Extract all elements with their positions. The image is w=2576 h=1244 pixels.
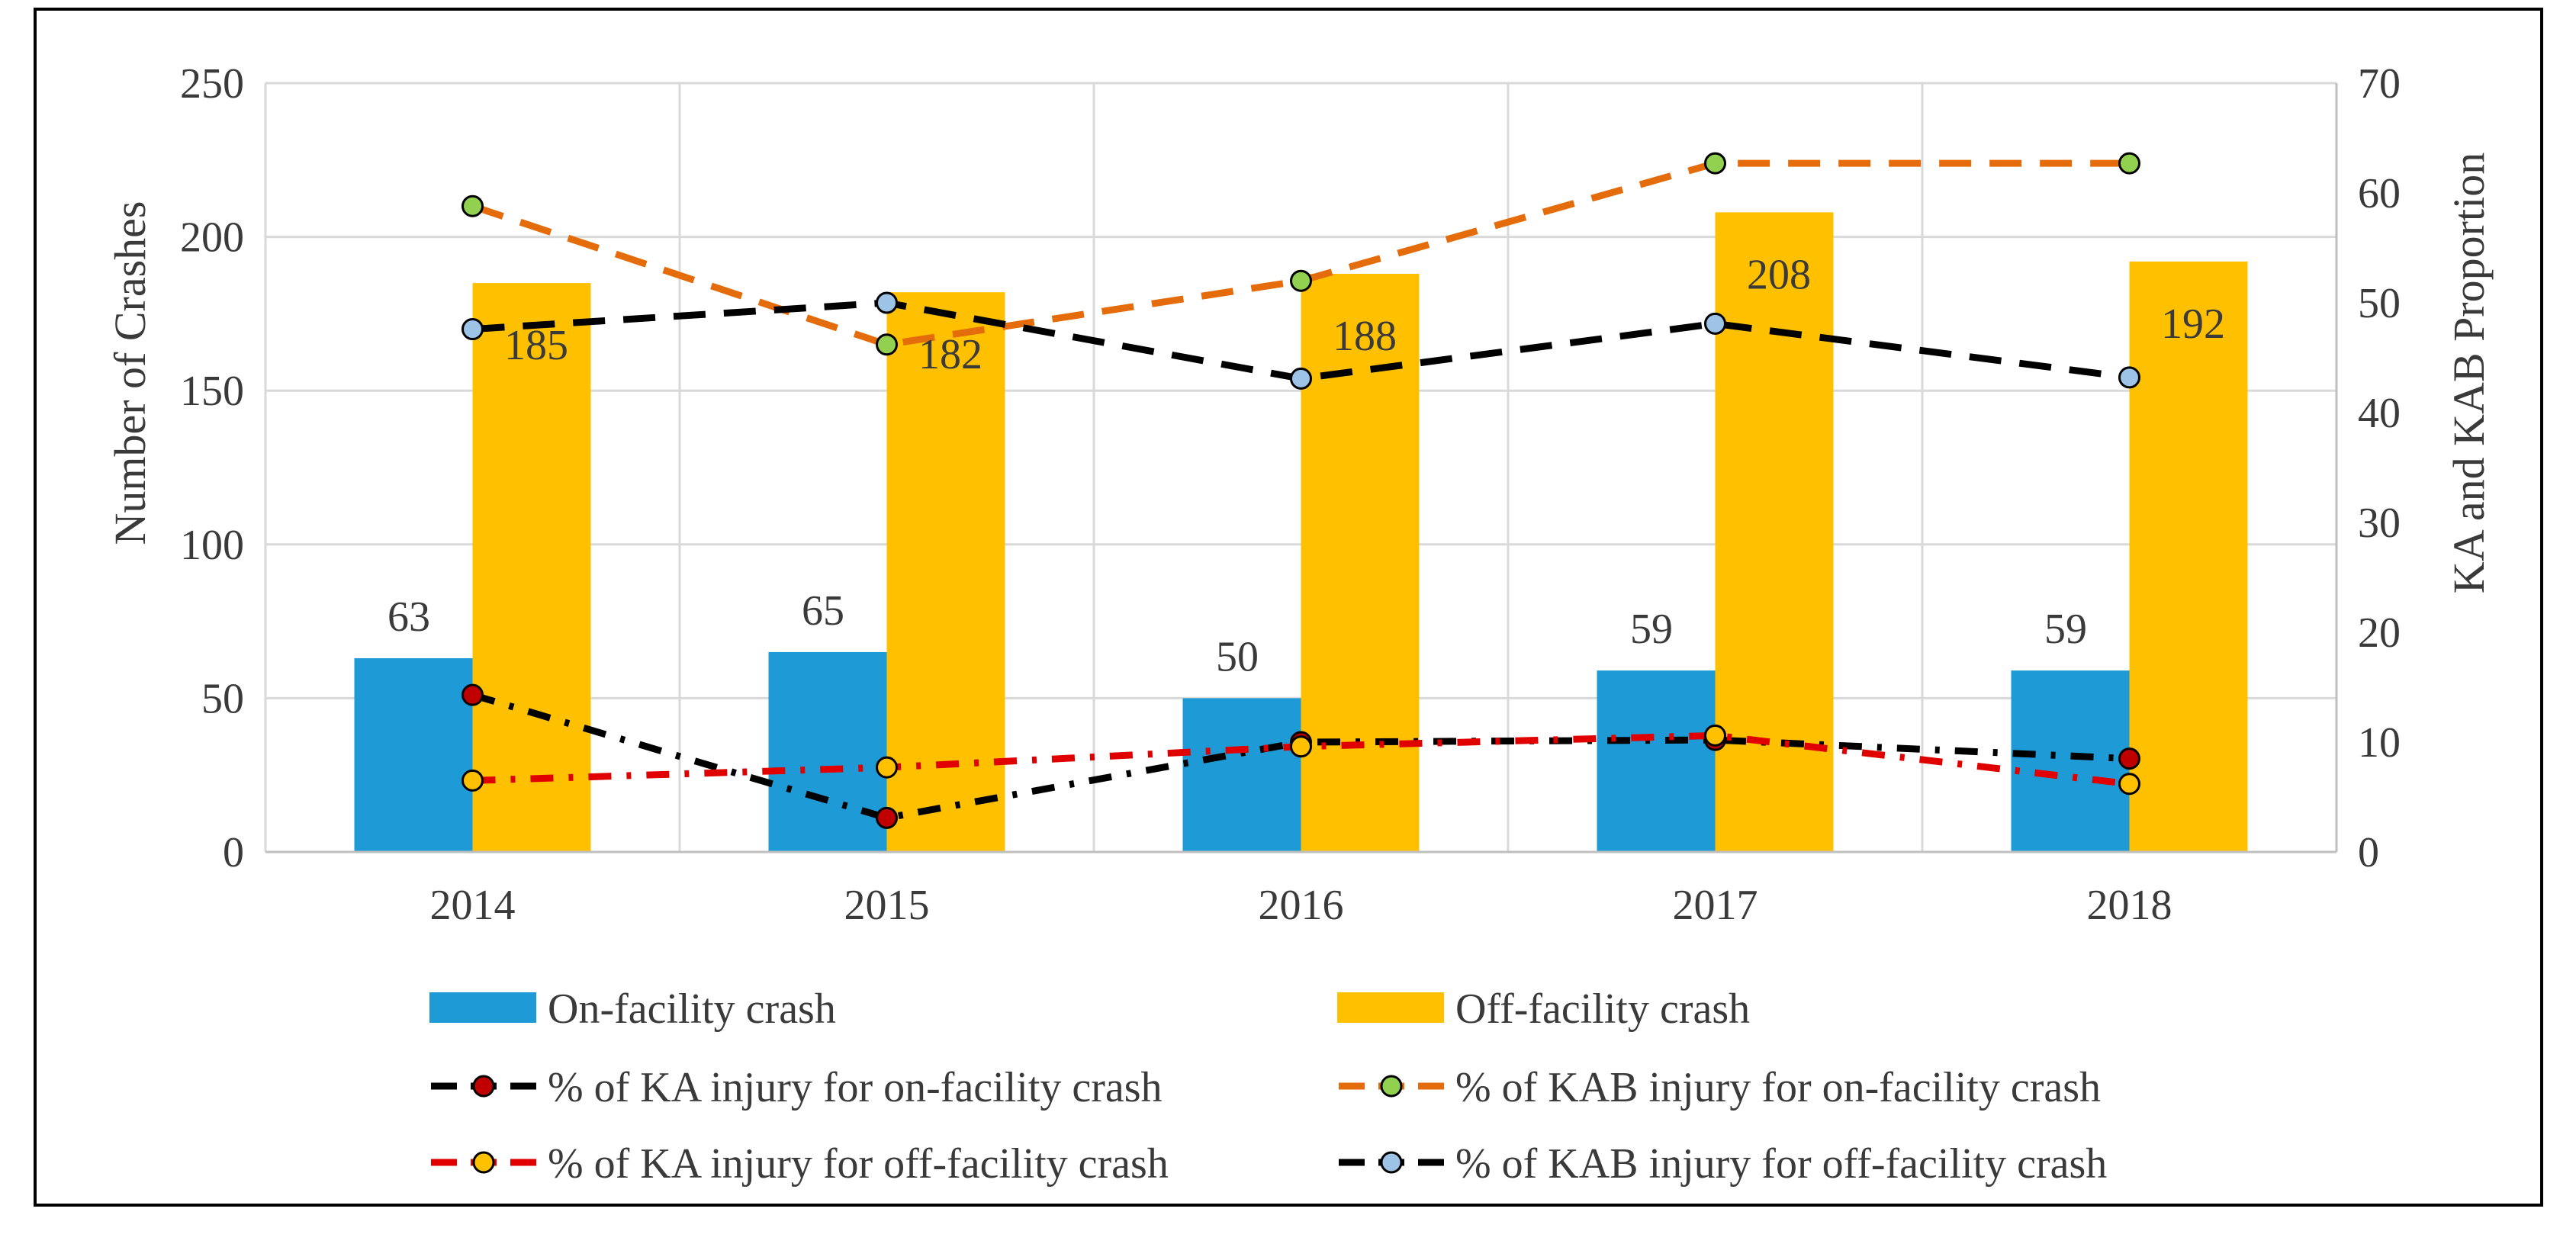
legend-swatch — [429, 992, 536, 1023]
series-marker-4 — [1290, 367, 1312, 390]
series-marker-3 — [1704, 724, 1726, 747]
bar-data-label: 59 — [2044, 606, 2087, 653]
y-right-tick-label: 0 — [2358, 829, 2379, 876]
legend-entry-5: % of KA injury for off-facility crash — [431, 1140, 1169, 1188]
legend-label: On-facility crash — [548, 985, 836, 1033]
legend-label: % of KAB injury for on-facility crash — [1455, 1064, 2101, 1111]
bar-data-label: 192 — [2161, 301, 2225, 348]
legend-entry-4: % of KAB injury for on-facility crash — [1339, 1064, 2101, 1111]
x-tick-label: 2018 — [2087, 882, 2172, 929]
legend-entry-2: Off-facility crash — [1337, 985, 1750, 1033]
y-right-tick-label: 50 — [2358, 280, 2401, 327]
bar-data-label: 50 — [1216, 633, 1259, 680]
series-marker-4 — [876, 291, 898, 314]
legend-label: Off-facility crash — [1455, 985, 1750, 1033]
legend-entry-3: % of KA injury for on-facility crash — [431, 1064, 1163, 1111]
x-tick-label: 2015 — [844, 882, 930, 929]
series-marker-4 — [2118, 366, 2140, 389]
bar-off-facility — [2129, 261, 2248, 853]
y-left-tick-label: 0 — [223, 829, 244, 876]
y-left-tick-label: 100 — [180, 522, 244, 569]
y-right-tick-label: 70 — [2358, 60, 2401, 108]
y-left-tick-label: 200 — [180, 214, 244, 262]
legend-label: % of KA injury for off-facility crash — [548, 1140, 1169, 1188]
y-right-tick-label: 40 — [2358, 390, 2401, 437]
bar-data-label: 185 — [504, 322, 568, 369]
series-marker-2 — [461, 194, 484, 217]
bar-off-facility — [886, 292, 1005, 852]
x-tick-label: 2016 — [1259, 882, 1344, 929]
bar-off-facility — [1301, 273, 1420, 852]
y-axis-right-title: KA and KAB Proportion — [2444, 153, 2494, 593]
x-tick-label: 2017 — [1673, 882, 1758, 929]
combo-chart: 0 50 100 150 200 250 0 10 20 30 40 50 60 70 2014 2015 20… — [105, 60, 2494, 1188]
y-left-tick-label: 50 — [201, 675, 244, 722]
y-right-tick-label: 60 — [2358, 170, 2401, 217]
chart-frame: 0 50 100 150 200 250 0 10 20 30 40 50 60 70 2014 2015 20… — [34, 8, 2543, 1207]
legend-label: % of KA injury for on-facility crash — [548, 1064, 1163, 1111]
series-marker-3 — [876, 756, 898, 779]
bar-data-label: 63 — [388, 593, 430, 641]
legend: On-facility crash Off-facility crash % of … — [429, 985, 2107, 1188]
legend-swatch-marker — [1380, 1075, 1403, 1098]
series-marker-1 — [876, 806, 898, 829]
y-right-tick-label: 30 — [2358, 500, 2401, 547]
series-marker-1 — [2118, 747, 2140, 770]
series-marker-3 — [461, 769, 484, 792]
bar-on-facility — [2011, 670, 2130, 852]
bar-on-facility — [1597, 670, 1716, 852]
legend-swatch-marker — [472, 1151, 495, 1174]
y-right-tick-label: 20 — [2358, 609, 2401, 657]
x-tick-label: 2014 — [430, 882, 516, 929]
data-labels: 63 65 50 59 59 185 182 188 208 192 — [388, 251, 2225, 680]
series-marker-3 — [1290, 735, 1312, 758]
y-axis-left-title: Number of Crashes — [105, 201, 155, 545]
series-line-2 — [471, 159, 2130, 349]
axes: 0 50 100 150 200 250 0 10 20 30 40 50 60 70 2014 2015 20… — [180, 60, 2401, 929]
bar-data-label: 182 — [918, 331, 982, 378]
series-marker-4 — [461, 318, 484, 341]
bar-on-facility — [354, 657, 473, 852]
series-marker-2 — [1704, 152, 1726, 175]
series-marker-2 — [1290, 269, 1312, 292]
legend-swatch — [1337, 992, 1444, 1023]
bar-data-label: 208 — [1747, 251, 1811, 298]
legend-label: % of KAB injury for off-facility crash — [1455, 1140, 2107, 1188]
bar-off-facility — [472, 283, 591, 853]
legend-swatch-marker — [1380, 1151, 1403, 1174]
legend-entry-1: On-facility crash — [429, 985, 836, 1033]
series-marker-2 — [876, 333, 898, 356]
legend-swatch-marker — [472, 1075, 495, 1098]
legend-entry-6: % of KAB injury for off-facility crash — [1339, 1140, 2107, 1188]
bar-data-label: 59 — [1630, 606, 1673, 653]
y-left-tick-label: 150 — [180, 368, 244, 415]
series-marker-1 — [461, 683, 484, 706]
series-lines — [461, 152, 2140, 829]
bar-data-label: 65 — [802, 587, 844, 635]
bar-off-facility — [1715, 212, 1834, 852]
series-marker-4 — [1704, 312, 1726, 335]
bar-on-facility — [768, 651, 887, 852]
bar-data-label: 188 — [1333, 313, 1397, 360]
y-right-tick-label: 10 — [2358, 719, 2401, 767]
series-marker-3 — [2118, 773, 2140, 796]
bar-on-facility — [1182, 698, 1301, 852]
series-marker-2 — [2118, 152, 2140, 175]
y-left-tick-label: 250 — [180, 60, 244, 108]
